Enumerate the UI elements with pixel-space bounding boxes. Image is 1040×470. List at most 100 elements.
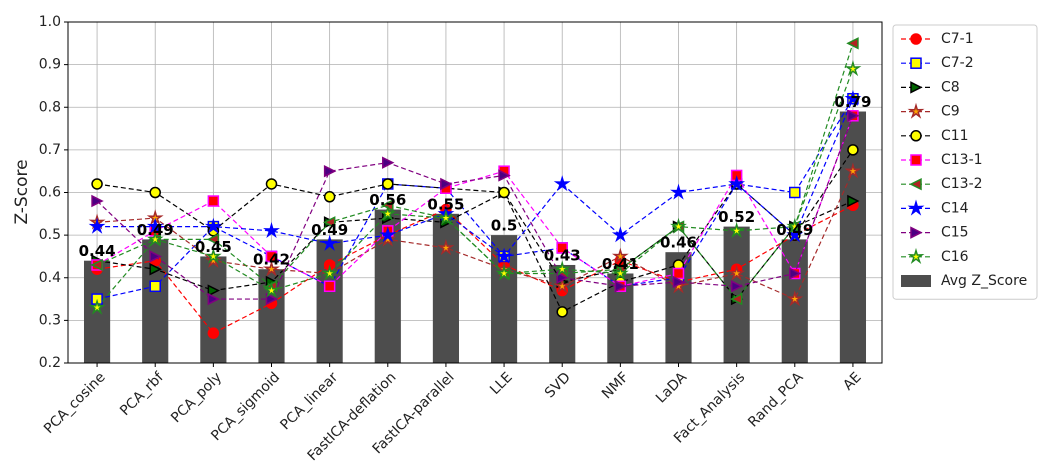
bar — [316, 239, 343, 363]
marker — [321, 264, 339, 281]
legend-label: C11 — [941, 128, 969, 144]
y-tick-label: 0.9 — [39, 57, 61, 73]
y-tick-label: 1.0 — [39, 14, 61, 30]
y-tick-label: 0.2 — [39, 355, 61, 371]
y-tick-label: 0.7 — [39, 142, 61, 158]
marker — [614, 280, 628, 293]
legend-label: C15 — [941, 225, 969, 241]
marker — [437, 209, 455, 226]
marker — [910, 81, 923, 94]
marker — [847, 194, 860, 208]
bar-value-label: 0.52 — [718, 208, 755, 226]
marker — [907, 199, 925, 216]
marker — [379, 230, 397, 247]
marker — [265, 292, 279, 306]
marker — [498, 186, 510, 199]
line — [96, 98, 854, 300]
marker — [265, 250, 278, 263]
marker — [149, 250, 162, 263]
marker — [263, 221, 280, 239]
marker — [728, 264, 746, 281]
marker — [844, 60, 862, 77]
marker — [382, 178, 394, 190]
marker — [910, 130, 922, 142]
marker — [440, 177, 453, 191]
marker — [907, 102, 925, 119]
legend-label: C13-2 — [941, 176, 983, 192]
bar-value-label: 0.49 — [311, 221, 348, 239]
line — [96, 115, 854, 300]
bar-value-label: 0.56 — [369, 191, 406, 209]
legend-label: C9 — [941, 104, 960, 120]
line — [96, 191, 854, 301]
marker — [847, 144, 859, 156]
bar — [200, 256, 227, 363]
bar-value-label: 0.55 — [427, 195, 464, 213]
legend-label: C8 — [941, 79, 960, 95]
marker — [910, 33, 922, 45]
marker — [910, 226, 923, 239]
marker — [149, 263, 162, 276]
y-tick-label: 0.3 — [39, 312, 61, 328]
legend-label: Avg Z_Score — [941, 273, 1027, 289]
marker — [149, 280, 161, 293]
marker — [789, 267, 802, 280]
line — [96, 68, 854, 308]
bar-value-label: 0.44 — [79, 242, 116, 260]
bar-value-label: 0.41 — [602, 255, 639, 273]
marker — [672, 267, 685, 280]
marker — [498, 169, 511, 182]
marker — [553, 260, 571, 277]
y-tick-label: 0.6 — [39, 185, 61, 201]
bar-value-label: 0.49 — [776, 221, 813, 239]
marker — [91, 178, 103, 190]
marker — [204, 217, 222, 234]
marker — [847, 109, 860, 122]
marker — [844, 89, 862, 106]
marker — [146, 217, 164, 234]
marker — [382, 156, 395, 169]
legend-label: C16 — [941, 249, 969, 265]
marker — [786, 226, 804, 243]
marker — [786, 217, 804, 234]
plot-frame — [67, 21, 883, 364]
marker — [846, 37, 859, 50]
marker — [207, 327, 220, 339]
marker — [611, 247, 629, 264]
marker — [88, 217, 106, 234]
y-tick-label: 0.8 — [39, 99, 61, 115]
marker — [149, 186, 161, 199]
marker — [495, 264, 513, 281]
marker — [88, 298, 106, 315]
bar-value-label: 0.43 — [544, 246, 581, 264]
marker — [90, 258, 103, 272]
line — [96, 204, 854, 334]
line — [96, 149, 854, 313]
marker — [672, 275, 686, 289]
bar-value-label: 0.42 — [253, 251, 290, 269]
marker — [323, 280, 336, 293]
marker — [909, 177, 922, 191]
marker — [611, 226, 629, 243]
legend-label: C7-1 — [941, 31, 974, 47]
marker — [553, 277, 571, 294]
legend-swatch — [901, 275, 931, 287]
marker — [556, 306, 568, 318]
marker — [263, 281, 280, 298]
marker — [207, 292, 221, 306]
marker — [553, 175, 571, 192]
bar-value-label: 0.79 — [834, 93, 871, 111]
marker — [206, 233, 220, 246]
series — [88, 60, 862, 315]
marker — [786, 290, 804, 307]
marker — [207, 195, 220, 207]
bar-value-label: 0.5 — [491, 217, 518, 235]
marker — [556, 271, 569, 284]
marker — [379, 226, 397, 243]
bar-value-label: 0.46 — [660, 234, 697, 252]
marker — [728, 221, 746, 239]
marker — [207, 284, 221, 297]
marker — [844, 162, 862, 179]
marker — [728, 175, 746, 192]
